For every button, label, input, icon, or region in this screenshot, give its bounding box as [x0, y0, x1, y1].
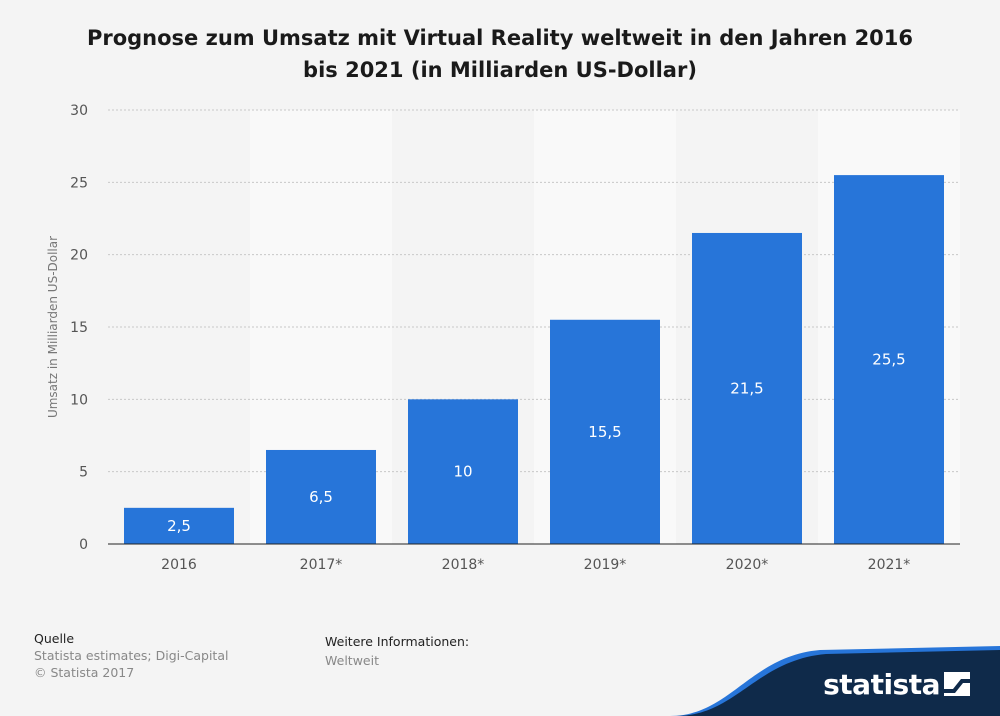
source-text: Statista estimates; Digi-Capital	[34, 648, 229, 663]
bar[interactable]	[550, 319, 660, 544]
data-label: 25,5	[872, 351, 905, 369]
x-tick-label: 2020*	[726, 557, 769, 573]
x-tick-label: 2019*	[584, 557, 627, 573]
statista-logo[interactable]: statista	[670, 636, 1000, 716]
logo-mark-icon	[944, 672, 970, 696]
x-tick-label: 2016	[161, 557, 197, 573]
chart-title: Prognose zum Umsatz mit Virtual Reality …	[0, 22, 1000, 86]
bar-chart: 0 5 10 15 20 25 30 Umsatz in Milliarden US-Dol…	[46, 103, 960, 573]
info-heading: Weitere Informationen:	[325, 634, 470, 649]
data-label: 10	[453, 463, 472, 481]
chart-title-line-2: bis 2021 (in Milliarden US-Dollar)	[303, 58, 697, 82]
chart-title-line-1: Prognose zum Umsatz mit Virtual Reality …	[86, 26, 914, 50]
y-tick-label: 0	[79, 537, 88, 553]
info-text: Weltweit	[325, 653, 379, 668]
x-tick-label: 2017*	[300, 557, 343, 573]
gridlines	[108, 109, 960, 473]
logo-wordmark: statista	[823, 668, 940, 701]
bars	[124, 175, 944, 544]
data-label: 6,5	[309, 488, 333, 506]
data-label: 15,5	[588, 423, 621, 441]
y-tick-label: 20	[70, 248, 88, 264]
source-block: Quelle Statista estimates; Digi-Capital …	[34, 630, 228, 681]
data-label: 2,5	[167, 517, 191, 535]
y-tick-label: 30	[70, 103, 88, 119]
x-tick-label: 2018*	[442, 557, 485, 573]
y-tick-label: 5	[79, 465, 88, 481]
y-axis-label: Umsatz in Milliarden US-Dollar	[46, 236, 60, 418]
data-label: 21,5	[730, 379, 763, 397]
y-tick-label: 25	[70, 175, 88, 191]
bar[interactable]	[266, 449, 376, 544]
x-axis-labels: 2016 2017* 2018* 2019* 2020* 2021*	[161, 557, 910, 573]
source-heading: Quelle	[34, 631, 75, 646]
copyright-text: © Statista 2017	[34, 665, 135, 680]
y-tick-label: 10	[70, 392, 88, 408]
bar[interactable]	[124, 507, 234, 544]
y-axis-ticks: 0 5 10 15 20 25 30	[70, 103, 88, 553]
y-tick-label: 15	[70, 320, 88, 336]
x-tick-label: 2021*	[868, 557, 911, 573]
data-labels: 2,5 6,5 10 15,5 21,5 25,5	[167, 351, 906, 535]
bar[interactable]	[692, 232, 802, 544]
bar[interactable]	[834, 175, 944, 544]
info-block: Weitere Informationen: Weltweit	[325, 632, 469, 670]
bar[interactable]	[408, 399, 518, 544]
logo-background	[670, 646, 1000, 716]
